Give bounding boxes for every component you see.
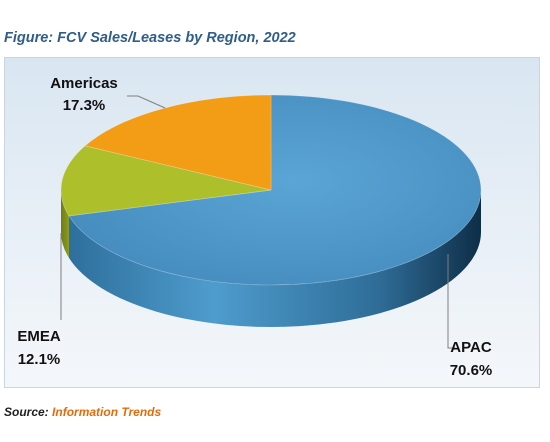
source-line: Source: Information Trends — [4, 405, 161, 419]
value-americas: 17.3% — [63, 97, 106, 114]
value-apac: 70.6% — [450, 362, 493, 379]
label-apac: APAC — [450, 339, 492, 356]
leader-line-americas — [127, 95, 166, 109]
value-emea: 12.1% — [18, 351, 61, 368]
pie-slice-emea — [60, 145, 272, 217]
figure-title: Figure: FCV Sales/Leases by Region, 2022 — [4, 30, 296, 46]
label-americas: Americas — [50, 75, 118, 92]
label-emea: EMEA — [17, 328, 61, 345]
pie-chart: Americas 17.3% EMEA 12.1% APAC 70.6% — [17, 75, 493, 379]
pie-side-apac — [68, 190, 482, 328]
chart-area: Americas 17.3% EMEA 12.1% APAC 70.6% — [4, 57, 540, 388]
source-value: Information Trends — [52, 405, 162, 419]
pie-side-emea — [61, 190, 69, 258]
pie-slice-apac — [68, 94, 482, 286]
source-label: Source: — [4, 405, 49, 419]
pie-slice-americas — [84, 94, 272, 191]
leader-line-apac — [447, 254, 455, 349]
